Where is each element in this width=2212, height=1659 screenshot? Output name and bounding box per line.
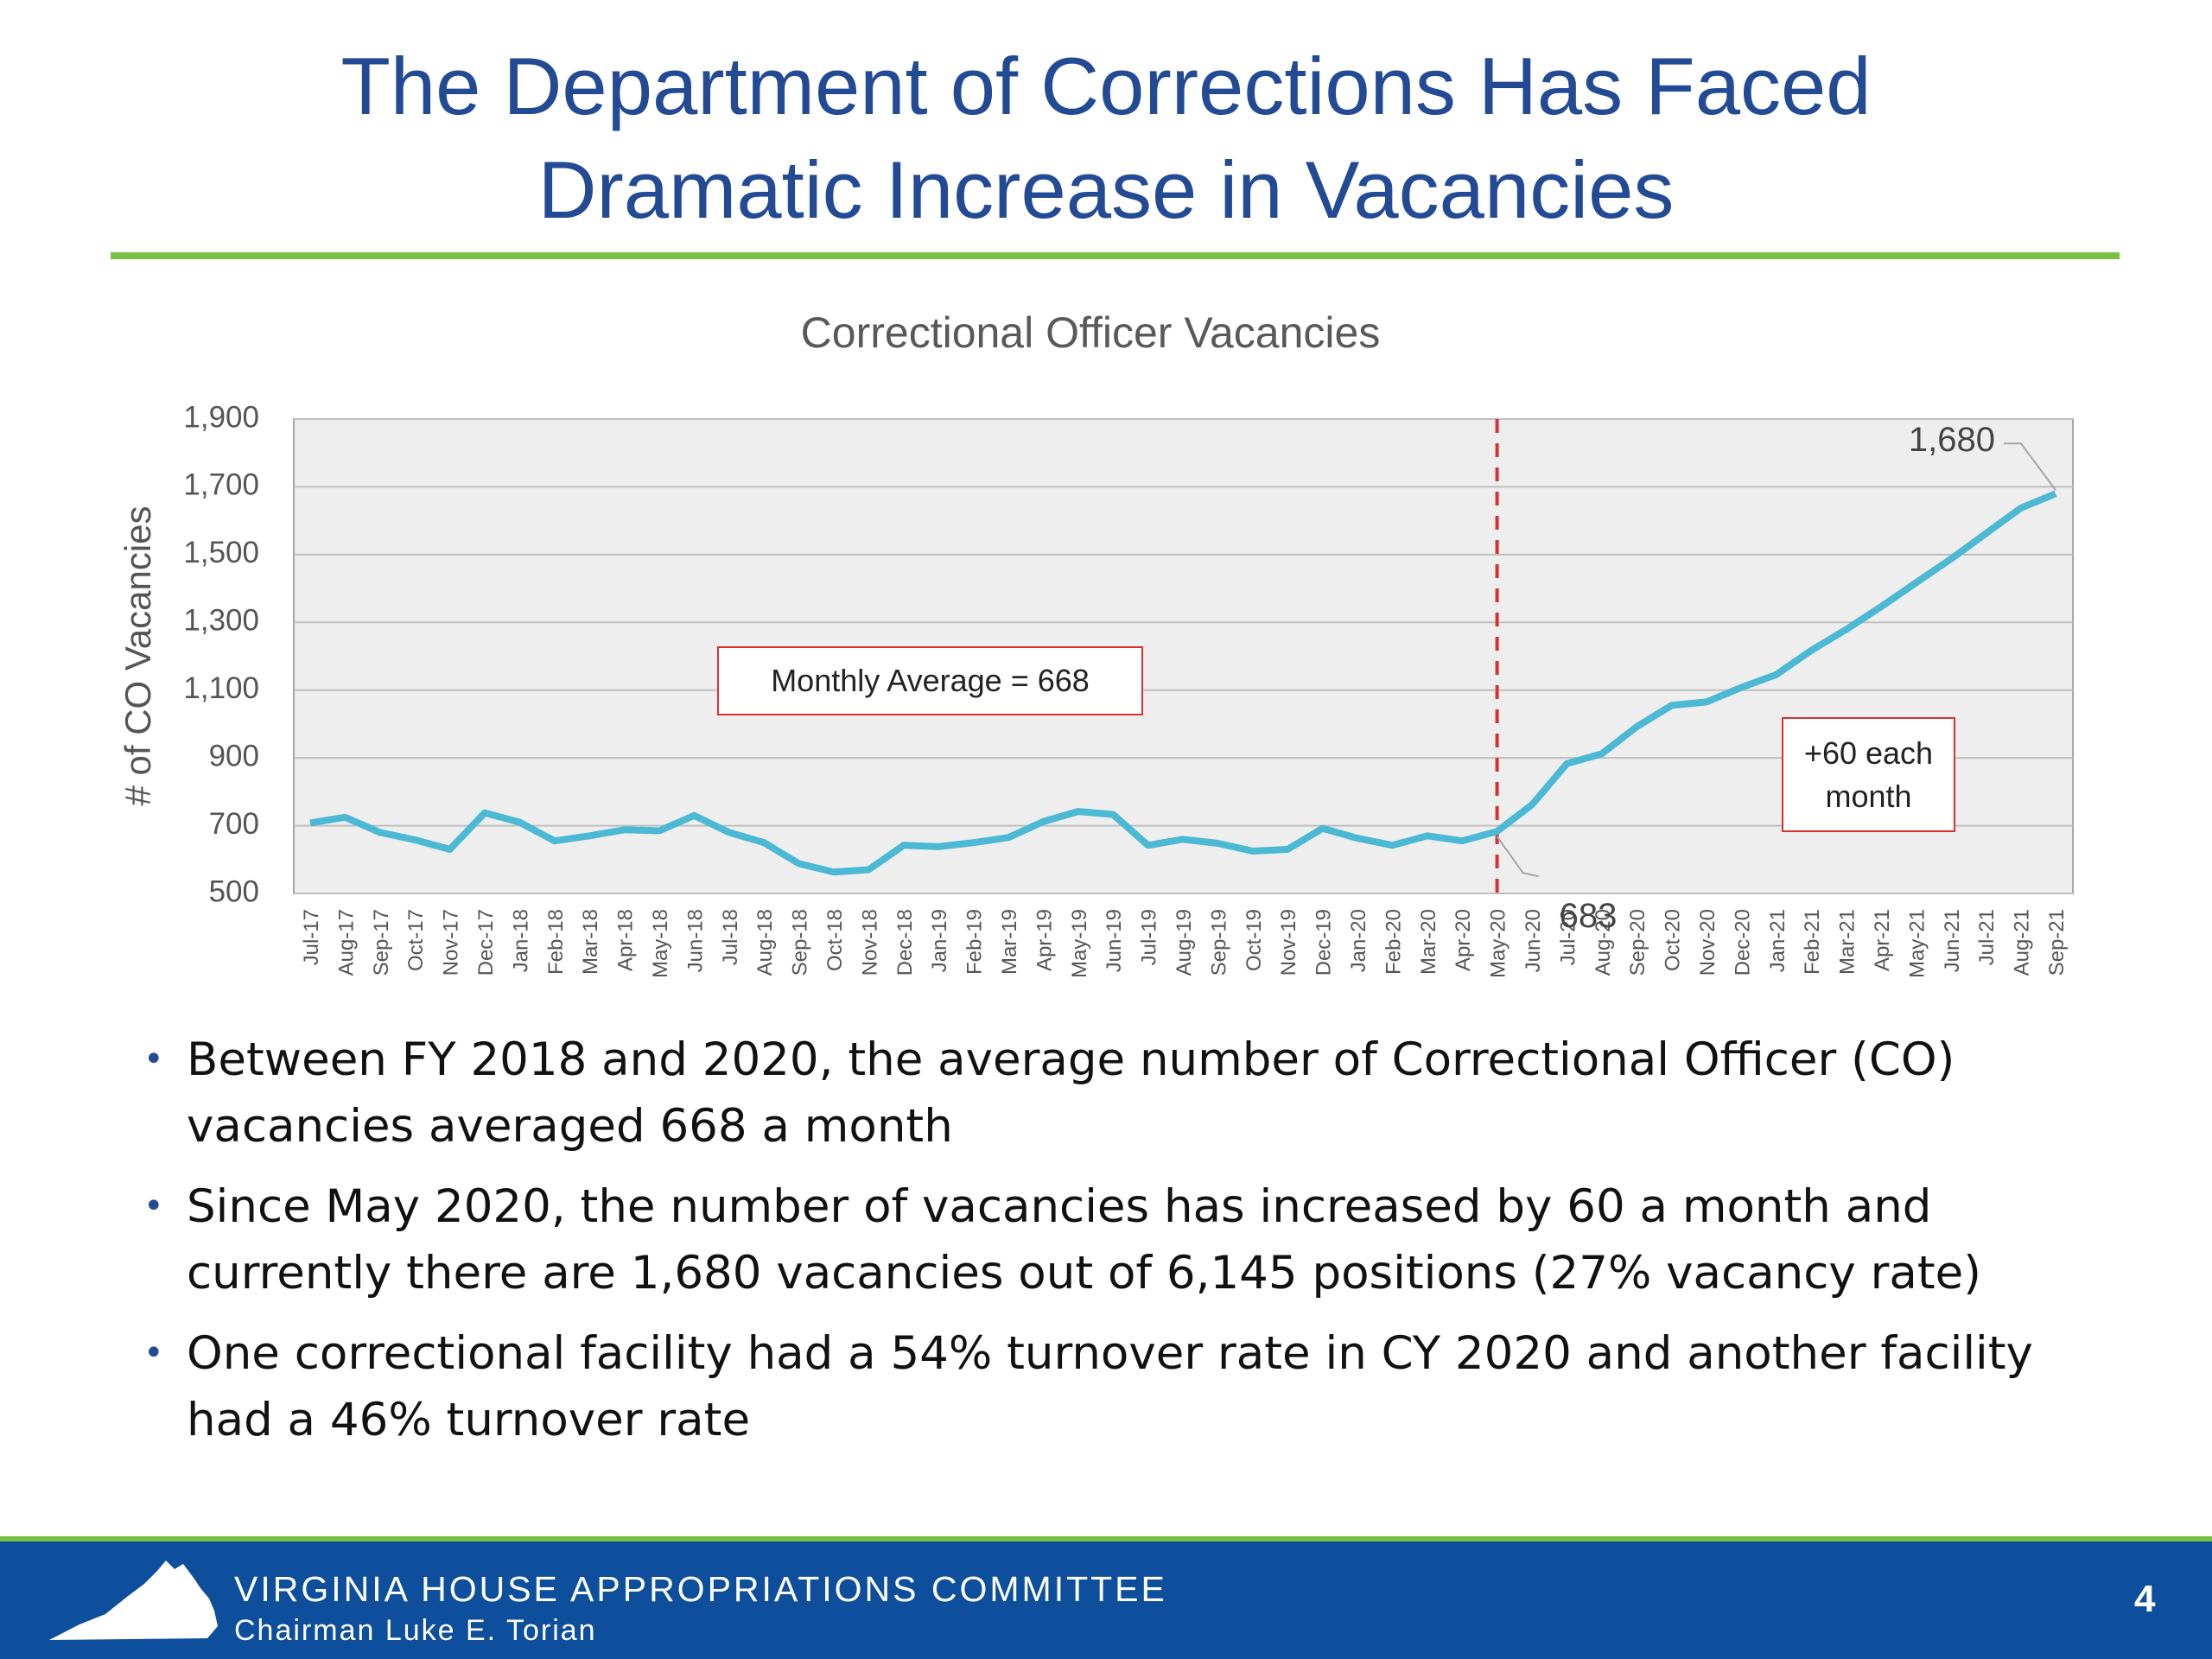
label-leader [2004, 442, 2056, 491]
x-tick-label: Aug-19 [1173, 909, 1196, 976]
x-tick-label: Feb-20 [1382, 909, 1405, 975]
y-tick-label: 1,700 [183, 468, 259, 502]
x-tick-label: Aug-17 [334, 909, 358, 976]
x-tick-label: Dec-19 [1313, 909, 1336, 976]
x-tick-label: Oct-17 [404, 909, 428, 971]
x-tick-label: Jan-19 [928, 909, 951, 972]
x-tick-label: Mar-19 [998, 909, 1021, 975]
title-rule [111, 252, 2120, 259]
y-tick-label: 900 [209, 739, 259, 772]
x-tick-label: Mar-18 [579, 909, 602, 975]
x-tick-label: Jul-19 [1138, 909, 1161, 965]
x-tick-label: Jan-21 [1766, 909, 1789, 972]
footer: VIRGINIA HOUSE APPROPRIATIONS COMMITTEE … [0, 1536, 2212, 1659]
y-tick-label: 1,900 [183, 400, 259, 434]
x-tick-label: Jul-17 [300, 909, 323, 965]
x-tick-label: Dec-17 [474, 909, 498, 976]
plot-area [293, 418, 2074, 894]
x-tick-label: Apr-20 [1452, 909, 1475, 971]
x-tick-label: Feb-18 [544, 909, 568, 975]
bullet-list: Between FY 2018 and 2020, the average nu… [130, 1027, 2091, 1467]
x-tick-label: Jul-21 [1975, 909, 1999, 965]
x-tick-label: Sep-17 [370, 909, 393, 976]
x-tick-label: Oct-19 [1243, 909, 1266, 971]
x-tick-label: Oct-18 [823, 909, 847, 971]
x-tick-label: Aug-20 [1592, 909, 1615, 976]
x-tick-label: Oct-20 [1662, 909, 1685, 971]
x-tick-label: Sep-20 [1626, 909, 1649, 976]
x-tick-label: Nov-19 [1277, 909, 1300, 976]
x-tick-label: Jul-18 [719, 909, 742, 965]
x-tick-label: Nov-18 [858, 909, 881, 976]
y-tick-label: 700 [209, 807, 259, 841]
chart-title: Correctional Officer Vacancies [801, 308, 1381, 357]
data-line [309, 490, 2057, 876]
x-tick-label: Jun-21 [1941, 909, 1964, 972]
footer-chairman: Chairman Luke E. Torian [234, 1614, 597, 1647]
x-tick-label: Sep-18 [789, 909, 812, 976]
footer-organization: VIRGINIA HOUSE APPROPRIATIONS COMMITTEE [234, 1569, 1167, 1609]
y-tick-label: 1,100 [183, 671, 259, 705]
x-tick-label: Jun-20 [1522, 909, 1545, 972]
y-tick-label: 1,300 [183, 604, 259, 638]
page-number: 4 [2134, 1578, 2156, 1620]
bullet: Between FY 2018 and 2020, the average nu… [130, 1027, 2091, 1160]
x-tick-label: Jun-19 [1103, 909, 1126, 972]
x-tick-label: Apr-21 [1871, 909, 1894, 971]
x-tick-label: May-21 [1905, 909, 1929, 978]
x-tick-label: Nov-20 [1696, 909, 1719, 976]
x-tick-label: Sep-21 [2045, 909, 2069, 976]
x-tick-label: Jan-18 [509, 909, 532, 972]
x-tick-label: Aug-21 [2011, 909, 2034, 976]
virginia-logo [49, 1560, 218, 1640]
x-tick-label: Jan-20 [1347, 909, 1370, 972]
x-tick-label: May-19 [1068, 909, 1091, 978]
x-tick-label: Aug-18 [753, 909, 777, 976]
data-label: 683 [1560, 897, 1618, 935]
slide-title: The Department of Corrections Has Faced … [340, 41, 1872, 235]
bullet: One correctional facility had a 54% turn… [130, 1320, 2091, 1453]
x-tick-label: Feb-19 [963, 909, 987, 975]
x-tick-label: Sep-19 [1207, 909, 1230, 976]
data-label: 1,680 [1909, 421, 1995, 459]
x-tick-label: May-18 [649, 909, 672, 978]
x-tick-label: Apr-19 [1033, 909, 1056, 971]
x-tick-label: Dec-20 [1731, 909, 1754, 976]
x-tick-label: Jul-20 [1556, 909, 1580, 965]
average-annotation: Monthly Average = 668 [717, 646, 1143, 715]
x-tick-label: Mar-20 [1417, 909, 1440, 975]
x-tick-label: Apr-18 [614, 909, 638, 971]
x-tick-label: Dec-18 [893, 909, 917, 976]
x-tick-label: Jun-18 [683, 909, 707, 972]
x-tick-label: Nov-17 [440, 909, 463, 976]
y-axis-label: # of CO Vacancies [118, 505, 158, 805]
y-tick-label: 500 [209, 874, 259, 908]
x-tick-label: May-20 [1487, 909, 1510, 978]
bullet: Since May 2020, the number of vacancies … [130, 1173, 2091, 1306]
label-leader [1496, 836, 1539, 878]
x-tick-label: Feb-21 [1801, 909, 1824, 975]
y-tick-label: 1,500 [183, 536, 259, 569]
growth-annotation: +60 each month [1782, 717, 1955, 832]
x-tick-label: Mar-21 [1836, 909, 1859, 975]
chart: Correctional Officer Vacancies # of CO V… [118, 308, 2074, 978]
